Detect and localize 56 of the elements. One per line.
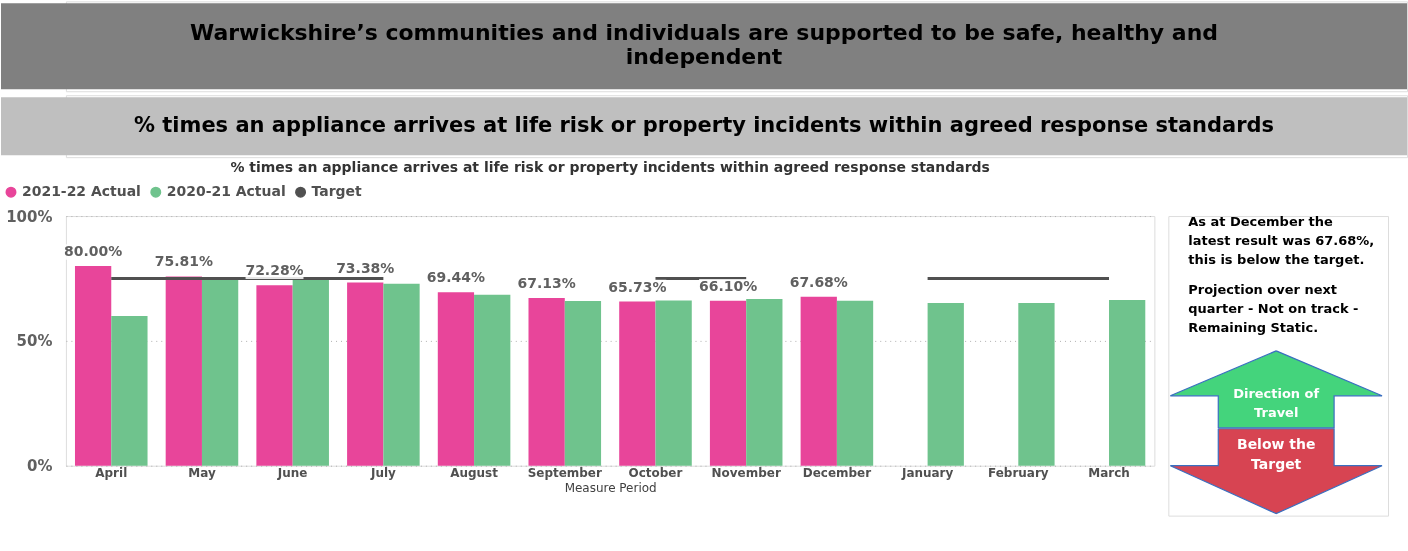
bar [1018,302,1055,466]
text: As at December the latest result was 67.68%, this is below the target. [1188,214,1375,267]
chart-subtitle: % times an appliance arrives at life risk or property incidents within agreed response standards [134,113,1274,138]
text: Direction of Travel [1233,385,1320,420]
text: Below the Target [1237,435,1316,472]
x-tick-label: October [628,466,683,481]
x-tick-label: July [369,466,396,481]
text: Projection over next quarter - Not on track - Remaining Static. [1188,281,1359,335]
bar [256,285,293,466]
bar [564,300,602,466]
bar [927,302,964,466]
bar [709,300,747,466]
legend-label: Target [311,183,363,200]
bar [528,298,565,466]
bar [201,278,239,466]
data-label: 66.10% [698,277,758,294]
bar [1109,299,1146,466]
bar [111,315,148,466]
bar [74,265,112,466]
y-tick-label: 50% [16,332,53,351]
legend-label: 2020-21 Actual [166,183,286,200]
bar [619,301,656,466]
x-tick-label: December [802,466,872,481]
x-tick-label: September [527,466,602,481]
x-tick-label: November [711,466,781,481]
x-tick-label: January [900,466,954,481]
text: % times an appliance arrives at life risk or property incidents within agreed response standards [230,159,990,176]
x-tick-label: February [988,466,1049,481]
bar [474,294,511,466]
bar [347,282,384,466]
data-label: 69.44% [426,269,486,286]
bar [655,300,692,466]
data-label: 65.73% [608,278,667,295]
legend-label: 2021-22 Actual [21,183,141,200]
chart-title: Warwickshire’s communities and individuals are supported to be safe, healthy and independent [190,20,1218,70]
bar [383,283,420,466]
bar [165,276,202,466]
x-tick-label: June [276,466,308,481]
data-label: 72.28% [245,262,304,279]
data-label: 67.68% [789,273,848,290]
bar [746,298,783,466]
y-tick-label: 100% [6,207,53,226]
bar [292,277,329,466]
x-tick-label: March [1088,466,1130,481]
data-label: 73.38% [336,259,395,276]
x-axis-title: Measure Period [564,481,657,496]
data-label: 67.13% [517,275,576,292]
data-label: 80.00% [64,243,123,259]
x-tick-label: April [95,466,128,481]
bar [836,300,874,466]
y-tick-label: 0% [27,457,53,476]
bar [800,296,837,466]
data-label: 75.81% [154,253,213,270]
x-tick-label: August [450,466,499,481]
bar [437,292,475,466]
x-tick-label: May [188,466,216,481]
